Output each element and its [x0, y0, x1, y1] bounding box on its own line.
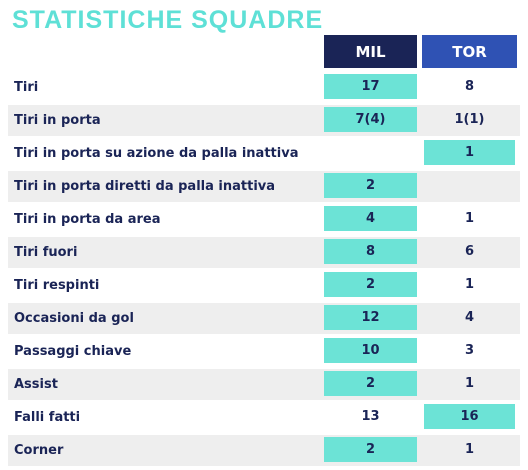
stat-label: Falli fatti: [14, 410, 81, 425]
stat-row: Tiri in porta su azione da palla inattiv…: [8, 136, 520, 169]
stat-value-tor: 3: [464, 343, 475, 358]
stat-label: Corner: [14, 443, 64, 458]
stat-value-tor: 1: [464, 277, 475, 292]
stat-label: Tiri: [14, 80, 39, 95]
stat-row: Tiri 17 8: [8, 70, 520, 103]
team-header-mil: MIL: [324, 35, 417, 68]
stat-row: Passaggi chiave 10 3: [8, 334, 520, 367]
stat-value-mil: 2: [324, 272, 417, 297]
stat-label: Tiri in porta diretti da palla inattiva: [14, 179, 276, 194]
stat-value-mil: 4: [324, 206, 417, 231]
stat-value-tor: 1: [424, 140, 515, 165]
stat-row: Tiri in porta da area 4 1: [8, 202, 520, 235]
stat-value-tor: 8: [464, 79, 475, 94]
stat-value-mil: [324, 140, 417, 165]
stat-row: Occasioni da gol 12 4: [8, 301, 520, 334]
stat-value-tor: 1(1): [454, 112, 485, 127]
stat-row: Tiri fuori 8 6: [8, 235, 520, 268]
stat-row: Tiri in porta diretti da palla inattiva 2: [8, 169, 520, 202]
page-title: STATISTICHE SQUADRE: [12, 6, 324, 34]
stat-value-tor: 1: [464, 376, 475, 391]
stat-value-mil: 7(4): [324, 107, 417, 132]
stat-value-mil: 2: [324, 437, 417, 462]
stat-label: Tiri in porta da area: [14, 212, 161, 227]
stat-value-tor: 4: [464, 310, 475, 325]
stat-row: Falli fatti 13 16: [8, 400, 520, 433]
stat-row: Tiri in porta 7(4) 1(1): [8, 103, 520, 136]
stat-value-mil: 2: [324, 173, 417, 198]
stat-row: Corner 2 1: [8, 433, 520, 466]
stat-label: Occasioni da gol: [14, 311, 134, 326]
stat-label: Tiri respinti: [14, 278, 100, 293]
stat-value-tor: 1: [464, 442, 475, 457]
stat-value-tor: 16: [424, 404, 515, 429]
stat-label: Tiri in porta: [14, 113, 101, 128]
stat-label: Tiri fuori: [14, 245, 78, 260]
stat-value-mil: 2: [324, 371, 417, 396]
stat-value-tor: [424, 173, 515, 198]
stat-value-tor: 1: [464, 211, 475, 226]
stat-value-tor: 6: [464, 244, 475, 259]
stats-table: Tiri 17 8 Tiri in porta 7(4) 1(1) Tiri in port…: [8, 70, 520, 466]
stat-row: Assist 2 1: [8, 367, 520, 400]
team-header-tor: TOR: [422, 35, 517, 68]
stat-value-mil: 12: [324, 305, 417, 330]
stat-value-mil: 17: [324, 74, 417, 99]
stat-value-mil: 10: [324, 338, 417, 363]
stat-label: Tiri in porta su azione da palla inattiv…: [14, 146, 299, 161]
stat-label: Passaggi chiave: [14, 344, 132, 359]
stat-label: Assist: [14, 377, 58, 392]
stat-value-mil: 13: [361, 409, 380, 424]
stat-value-mil: 8: [324, 239, 417, 264]
stat-row: Tiri respinti 2 1: [8, 268, 520, 301]
